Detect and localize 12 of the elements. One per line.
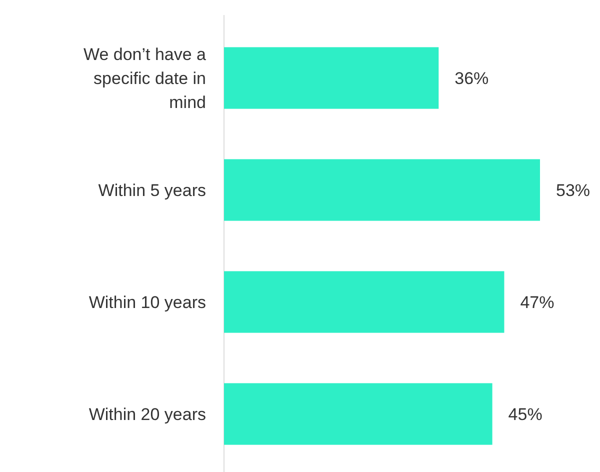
data-label: 53% (556, 180, 590, 200)
y-tick-label: Within 5 years (98, 180, 206, 200)
y-tick-label: Within 20 years (88, 404, 206, 424)
bar (224, 47, 439, 109)
y-tick-label: Within 10 years (88, 292, 206, 312)
data-label: 47% (520, 292, 554, 312)
data-label: 45% (508, 404, 542, 424)
bar (224, 271, 504, 333)
y-tick-label: We don’t have a specific date in mind (83, 44, 207, 112)
bar (224, 159, 540, 221)
bar (224, 383, 492, 445)
data-label: 36% (454, 68, 489, 88)
